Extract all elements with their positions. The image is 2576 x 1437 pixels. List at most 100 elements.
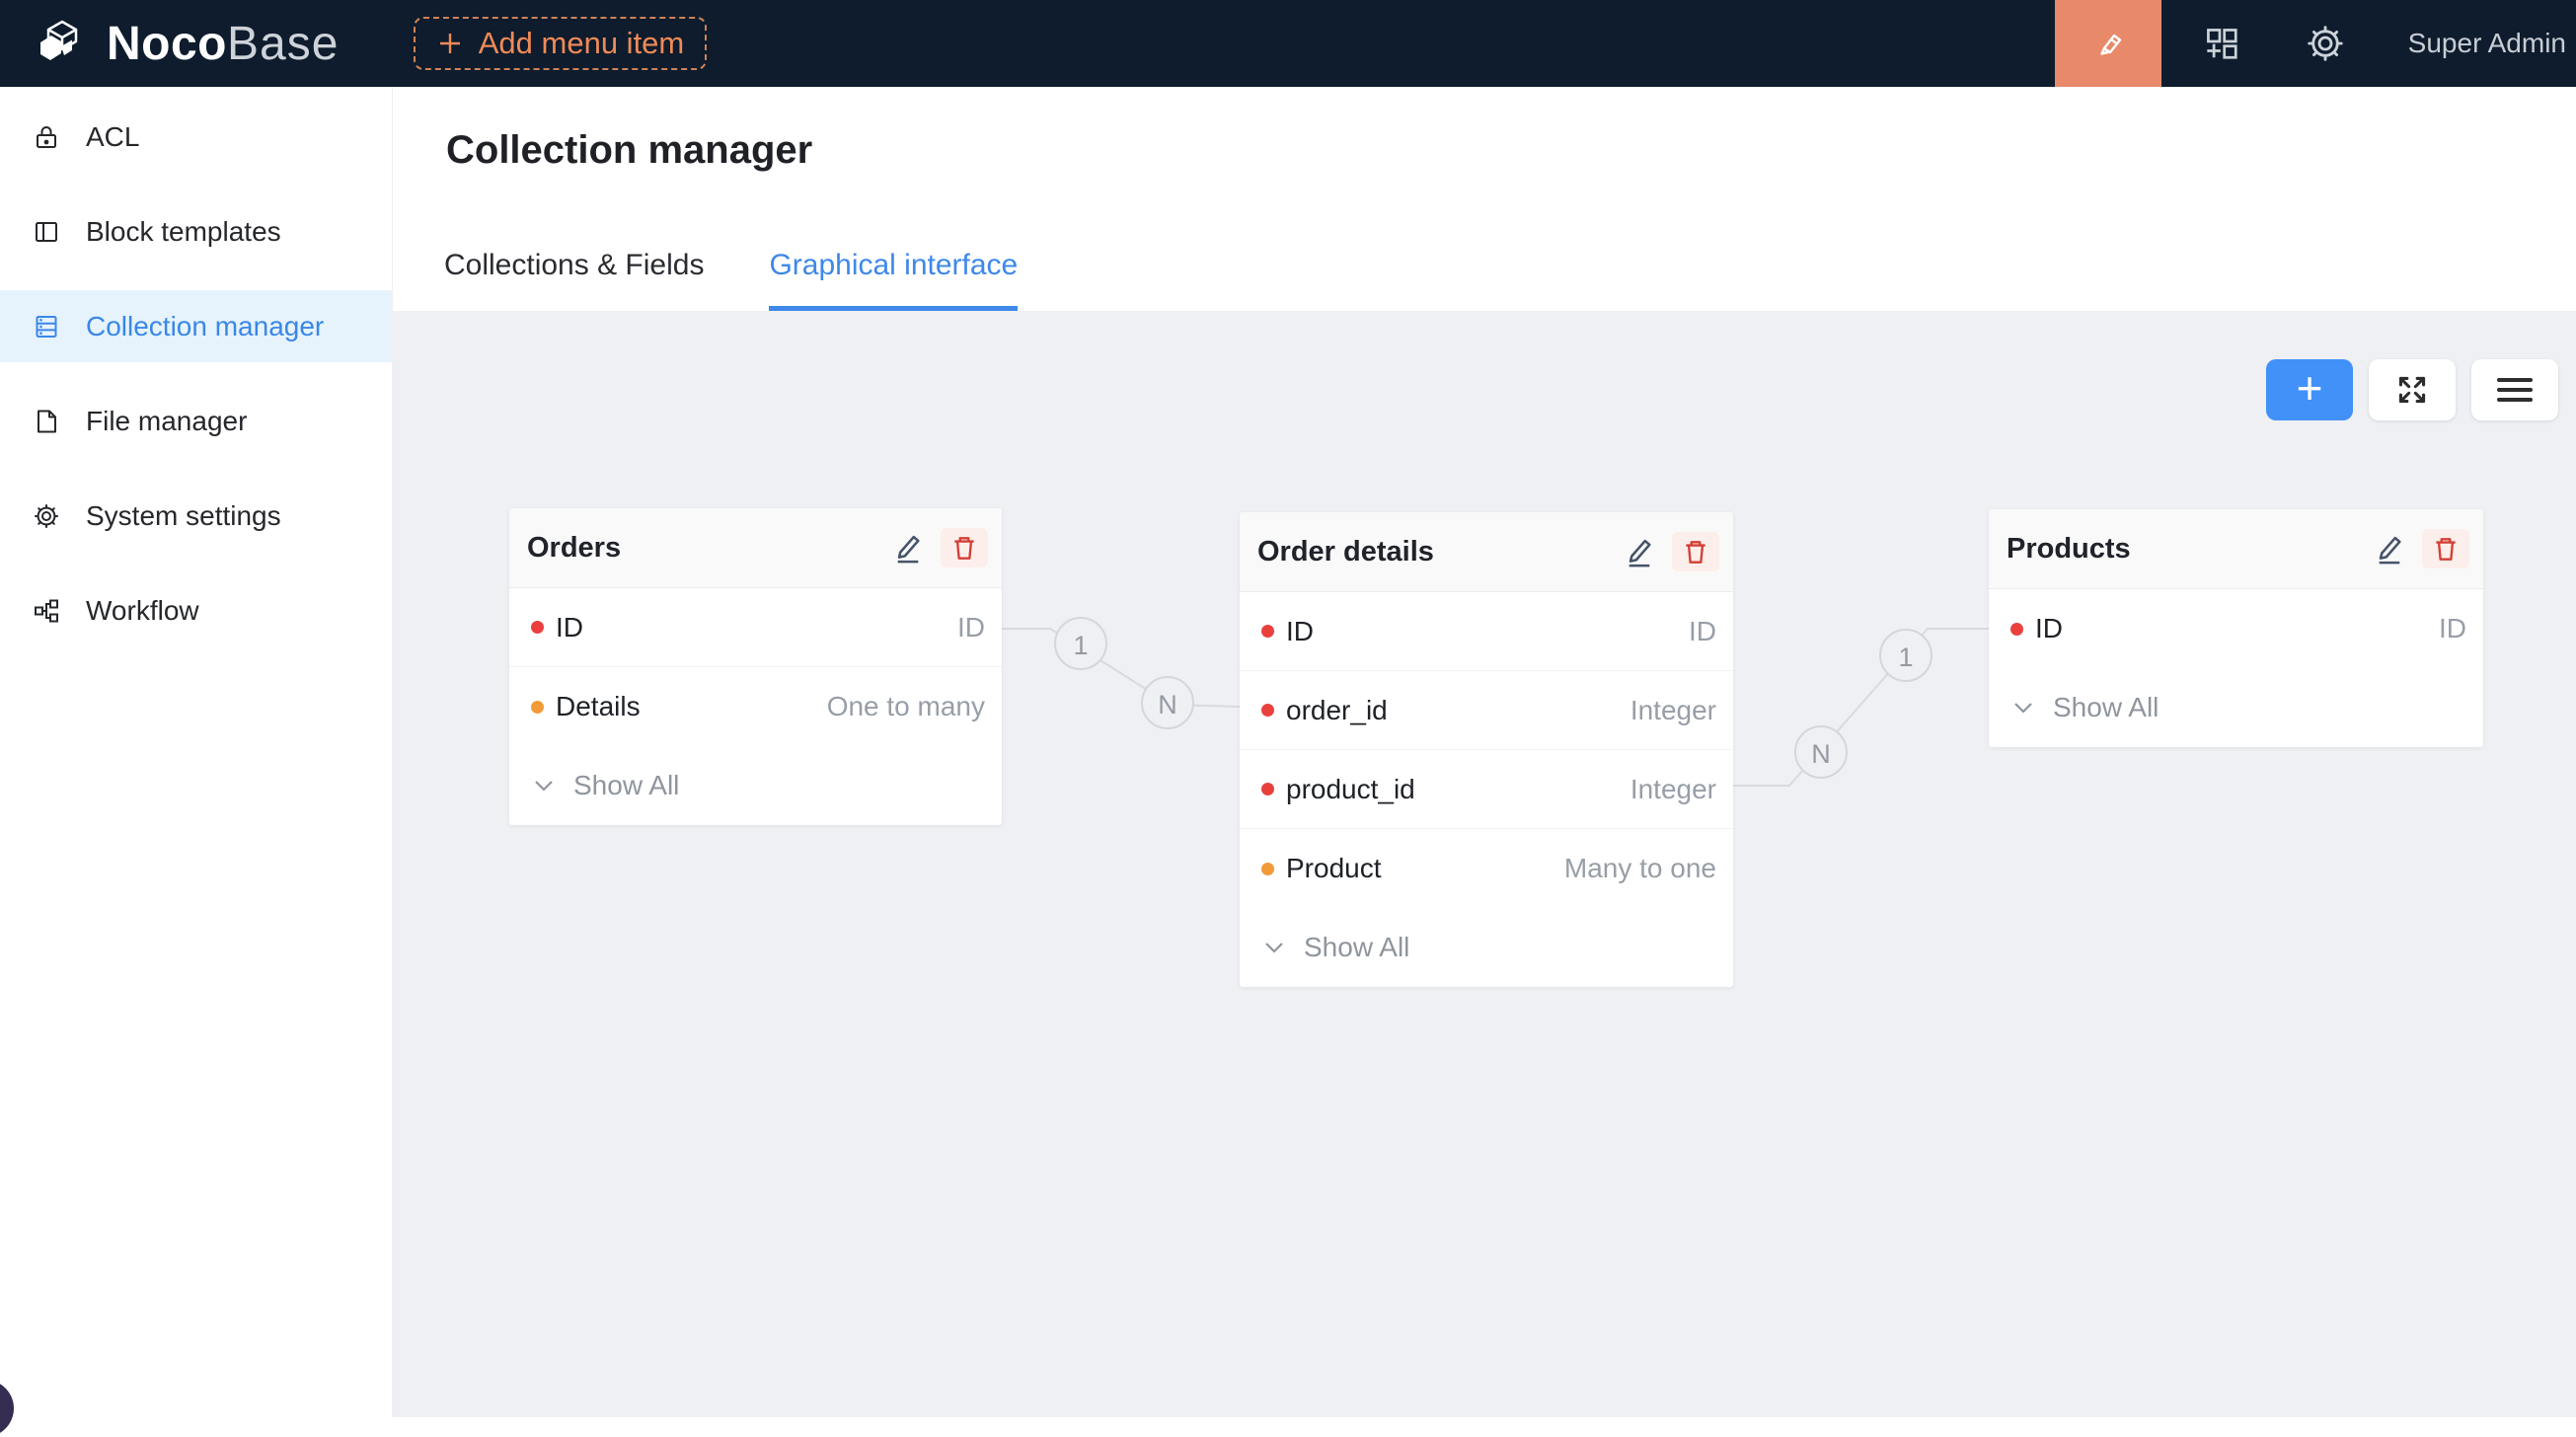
cardinality-circle (1879, 629, 1932, 682)
sidebar-item-label: Collection manager (86, 310, 325, 341)
show-all-button[interactable]: Show All (1989, 668, 2483, 747)
show-all-label: Show All (2053, 692, 2159, 722)
relation-dot (1261, 862, 1274, 875)
tab-bar: Collections & Fields Graphical interface (444, 249, 1019, 311)
trash-icon (2436, 538, 2456, 561)
collection-icon (33, 312, 62, 341)
trash-icon (954, 537, 974, 560)
fullscreen-button[interactable] (2369, 359, 2456, 420)
sidebar-item-label: File manager (86, 405, 248, 436)
delete-collection-button[interactable] (2422, 529, 2469, 568)
sidebar-item-workflow[interactable]: Workflow (0, 574, 392, 646)
cardinality-label: N (1811, 739, 1831, 769)
graph-menu-button[interactable] (2471, 359, 2558, 420)
primary-key-dot (1261, 625, 1274, 638)
collection-title: Products (2007, 532, 2131, 565)
sidebar-item-label: System settings (86, 499, 281, 531)
field-name: product_id (1286, 773, 1415, 804)
edit-collection-button[interactable] (885, 525, 931, 570)
sidebar-item-system-settings[interactable]: System settings (0, 480, 392, 552)
edit-collection-button[interactable] (2367, 526, 2412, 571)
gear-icon (2307, 26, 2343, 61)
edit-collection-button[interactable] (1617, 529, 1662, 574)
add-menu-item-button[interactable]: Add menu item (414, 17, 707, 70)
field-row: order_id Integer (1240, 671, 1733, 750)
field-type: Many to one (1563, 853, 1716, 883)
field-name: ID (556, 611, 583, 643)
show-all-button[interactable]: Show All (1240, 908, 1733, 987)
cardinality-label: 1 (1073, 631, 1088, 660)
page-title: Collection manager (446, 128, 813, 172)
collection-title: Order details (1257, 535, 1434, 567)
settings-button[interactable] (2306, 24, 2345, 63)
edit-icon (1629, 539, 1651, 567)
field-name: order_id (1286, 694, 1388, 725)
trash-icon (1686, 541, 1705, 564)
field-type: Integer (1629, 773, 1716, 804)
show-all-button[interactable]: Show All (509, 746, 1002, 825)
file-icon (33, 407, 62, 436)
primary-key-dot (531, 621, 544, 634)
workflow-icon (33, 596, 62, 626)
sidebar-item-collection-manager[interactable]: Collection manager (0, 290, 392, 362)
sidebar-item-acl[interactable]: ACL (0, 101, 392, 173)
sidebar-item-file-manager[interactable]: File manager (0, 385, 392, 457)
chevron-down-icon (1265, 943, 1283, 953)
chevron-down-icon (535, 781, 553, 792)
cardinality-label: 1 (1898, 643, 1913, 672)
sidebar-item-block-templates[interactable]: Block templates (0, 195, 392, 267)
field-row: ID ID (1240, 592, 1733, 671)
lock-icon (33, 122, 62, 152)
field-type: ID (957, 611, 985, 643)
relation-connectors: 1 N N 1 (1002, 617, 1989, 787)
field-row: ID ID (1989, 589, 2483, 668)
appstore-add-icon (2206, 29, 2237, 59)
user-menu[interactable]: Super Admin (2407, 28, 2566, 58)
field-row: Details One to many (509, 667, 1002, 746)
collection-title: Orders (527, 531, 622, 564)
field-type: One to many (826, 691, 985, 721)
graph-canvas: 1 N N 1 + Orders (393, 312, 2576, 1417)
sidebar-item-label: Workflow (86, 594, 199, 626)
add-menu-item-label: Add menu item (478, 26, 685, 60)
field-type: Integer (1629, 694, 1716, 725)
primary-key-dot (2010, 622, 2023, 636)
collection-card-header[interactable]: Products (1989, 509, 2483, 589)
nocobase-logo-icon (36, 16, 89, 72)
top-navbar: NocoBase Add menu item (0, 0, 2576, 87)
sidebar-item-label: ACL (86, 120, 140, 152)
foreign-key-dot (1261, 704, 1274, 717)
field-row: ID ID (509, 588, 1002, 667)
tab-collections-fields[interactable]: Collections & Fields (444, 249, 705, 281)
ui-editor-button[interactable] (2054, 0, 2161, 87)
chevron-down-icon (2014, 703, 2032, 714)
field-name: Details (556, 691, 641, 721)
gear-icon (33, 501, 62, 531)
plugins-button[interactable] (2203, 25, 2240, 62)
collection-card-header[interactable]: Order details (1240, 512, 1733, 592)
field-type: ID (2439, 613, 2466, 643)
highlighter-icon (2099, 34, 2121, 55)
layout-icon (33, 217, 62, 247)
nocobase-logo[interactable]: NocoBase (0, 16, 339, 72)
collection-card-header[interactable]: Orders (509, 508, 1002, 588)
navbar-actions: Super Admin (2054, 0, 2576, 87)
foreign-key-dot (1261, 783, 1274, 795)
add-collection-button[interactable]: + (2266, 359, 2353, 420)
sidebar-item-label: Block templates (86, 215, 281, 247)
field-name: Product (1286, 853, 1382, 883)
show-all-label: Show All (1304, 932, 1410, 962)
expand-icon (2398, 376, 2426, 404)
collection-card-order-details: Order details ID ID order_id Integer pro… (1240, 512, 1733, 987)
tab-graphical-interface[interactable]: Graphical interface (769, 249, 1019, 311)
collection-card-products: Products ID ID Show All (1989, 509, 2483, 747)
connector-orderdetails-products (1733, 628, 1989, 787)
sidebar: ACL Block templates Collection manager F… (0, 87, 393, 1417)
delete-collection-button[interactable] (1672, 532, 1719, 571)
collection-card-orders: Orders ID ID Details One to many Show Al… (509, 508, 1002, 825)
delete-collection-button[interactable] (941, 528, 988, 567)
edit-icon (2379, 536, 2401, 565)
hamburger-icon (2497, 378, 2533, 402)
cardinality-circle (1054, 617, 1107, 670)
field-row: product_id Integer (1240, 750, 1733, 829)
